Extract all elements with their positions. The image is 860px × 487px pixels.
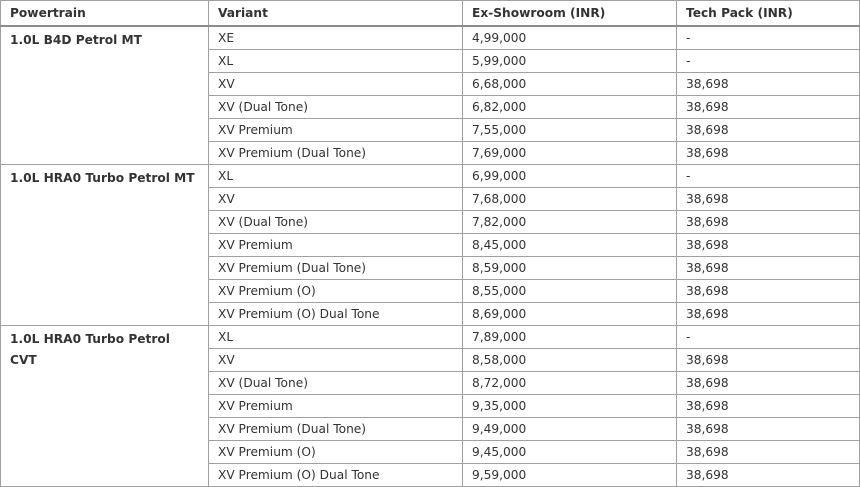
table-row: XV 7,68,000 38,698 [1, 187, 860, 211]
variant-cell: XL [208, 325, 463, 349]
tech-pack-cell: 38,698 [676, 95, 860, 119]
variant-cell: XE [208, 25, 463, 50]
header-ex-showroom: Ex-Showroom (INR) [462, 0, 677, 27]
ex-showroom-cell: 6,99,000 [462, 164, 677, 188]
tech-pack-cell: 38,698 [676, 256, 860, 280]
variant-cell: XV Premium (O) Dual Tone [208, 463, 463, 487]
ex-showroom-cell: 8,69,000 [462, 302, 677, 326]
ex-showroom-cell: 8,72,000 [462, 371, 677, 395]
ex-showroom-cell: 8,45,000 [462, 233, 677, 257]
tech-pack-cell: 38,698 [676, 187, 860, 211]
ex-showroom-cell: 9,49,000 [462, 417, 677, 441]
header-row: Powertrain Variant Ex-Showroom (INR) Tec… [0, 0, 860, 27]
tech-pack-cell: - [676, 49, 860, 73]
ex-showroom-cell: 8,55,000 [462, 279, 677, 303]
ex-showroom-cell: 7,89,000 [462, 325, 677, 349]
ex-showroom-cell: 7,68,000 [462, 187, 677, 211]
variant-cell: XV [208, 348, 463, 372]
ex-showroom-cell: 6,68,000 [462, 72, 677, 96]
table-row: XV Premium (Dual Tone) 9,49,000 38,698 [1, 417, 860, 441]
table-row: 1.0L B4D Petrol MT XE 4,99,000- [0, 25, 860, 165]
tech-pack-cell: 38,698 [676, 72, 860, 96]
tech-pack-cell: 38,698 [676, 141, 860, 165]
variant-cell: XV (Dual Tone) [208, 95, 463, 119]
tech-pack-cell: 38,698 [676, 348, 860, 372]
variant-cell: XV Premium (Dual Tone) [208, 256, 463, 280]
tech-pack-cell: 38,698 [676, 394, 860, 418]
powertrain-cell: 1.0L HRA0 Turbo Petrol CVT [0, 325, 209, 487]
tech-pack-cell: - [676, 325, 860, 349]
table-row: XV Premium 9,35,000 38,698 [1, 394, 860, 418]
table-row: XL 5,99,000- [1, 49, 860, 73]
variant-cell: XV (Dual Tone) [208, 371, 463, 395]
header-tech-pack: Tech Pack (INR) [676, 0, 860, 27]
table-row: 1.0L HRA0 Turbo Petrol MT XL 6,99,000- [0, 164, 860, 326]
tech-pack-cell: - [676, 164, 860, 188]
variant-cell: XV Premium (O) [208, 440, 463, 464]
tech-pack-cell: 38,698 [676, 463, 860, 487]
table-row: XV Premium 7,55,000 38,698 [1, 118, 860, 142]
powertrain-cell: 1.0L HRA0 Turbo Petrol MT [0, 164, 209, 326]
variant-cell: XV Premium [208, 118, 463, 142]
ex-showroom-cell: 9,35,000 [462, 394, 677, 418]
table-row: 1.0L HRA0 Turbo Petrol CVT XL 7,89,000- [0, 325, 860, 487]
header-powertrain: Powertrain [0, 0, 209, 27]
table-row: XV (Dual Tone) 6,82,000 38,698 [1, 95, 860, 119]
ex-showroom-cell: 7,55,000 [462, 118, 677, 142]
variant-cell: XV Premium (O) [208, 279, 463, 303]
ex-showroom-cell: 9,45,000 [462, 440, 677, 464]
variant-cell: XL [208, 49, 463, 73]
ex-showroom-cell: 4,99,000 [462, 25, 677, 50]
tech-pack-cell: 38,698 [676, 233, 860, 257]
header-variant: Variant [208, 0, 463, 27]
tech-pack-cell: 38,698 [676, 279, 860, 303]
variant-cell: XV [208, 72, 463, 96]
tech-pack-cell: 38,698 [676, 210, 860, 234]
tech-pack-cell: - [676, 25, 860, 50]
variant-cell: XL [208, 164, 463, 188]
ex-showroom-cell: 5,99,000 [462, 49, 677, 73]
variant-cell: XV Premium [208, 394, 463, 418]
ex-showroom-cell: 9,59,000 [462, 463, 677, 487]
tech-pack-cell: 38,698 [676, 118, 860, 142]
variant-cell: XV Premium [208, 233, 463, 257]
tech-pack-cell: 38,698 [676, 302, 860, 326]
ex-showroom-cell: 7,69,000 [462, 141, 677, 165]
variant-cell: XV Premium (Dual Tone) [208, 417, 463, 441]
variant-cell: XV [208, 187, 463, 211]
table-row: XV Premium (O) 9,45,000 38,698 [1, 440, 860, 464]
variant-cell: XV Premium (O) Dual Tone [208, 302, 463, 326]
table-row: XV Premium (O) Dual Tone 9,59,000 38,698 [1, 463, 860, 487]
variant-cell: XV (Dual Tone) [208, 210, 463, 234]
ex-showroom-cell: 7,82,000 [462, 210, 677, 234]
powertrain-cell: 1.0L B4D Petrol MT [0, 25, 209, 165]
ex-showroom-cell: 6,82,000 [462, 95, 677, 119]
ex-showroom-cell: 8,58,000 [462, 348, 677, 372]
ex-showroom-cell: 8,59,000 [462, 256, 677, 280]
variant-cell: XV Premium (Dual Tone) [208, 141, 463, 165]
tech-pack-cell: 38,698 [676, 371, 860, 395]
tech-pack-cell: 38,698 [676, 417, 860, 441]
tech-pack-cell: 38,698 [676, 440, 860, 464]
